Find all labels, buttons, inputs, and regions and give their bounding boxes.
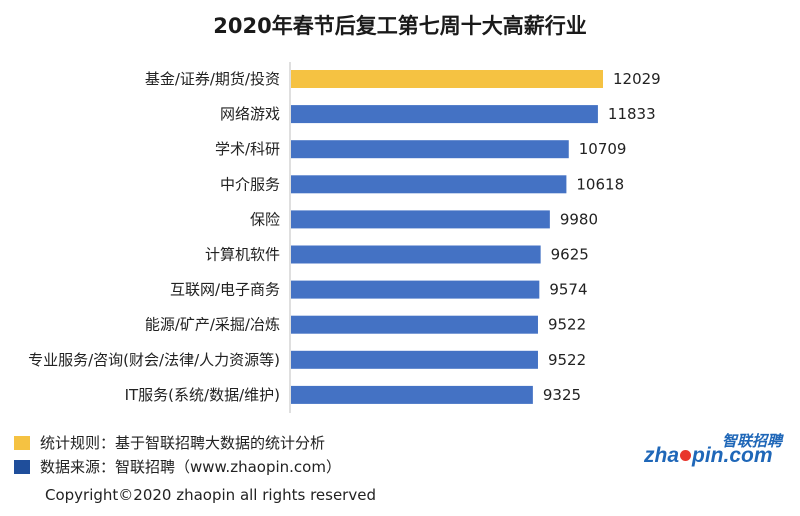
bar [291, 315, 538, 334]
bar [291, 350, 538, 369]
bar [291, 210, 550, 229]
bar-chart: 基金/证券/期货/投资 12029 网络游戏 11833 学术/科研 10709 中介服务 1… [28, 62, 661, 413]
bar [291, 70, 603, 88]
value-label: 9522 [548, 316, 586, 334]
legend-swatch-yellow [14, 436, 30, 450]
bar [291, 245, 541, 264]
value-label: 9625 [551, 246, 589, 264]
category-label: 能源/矿产/采掘/冶炼 [145, 316, 280, 334]
logo-dot-icon [680, 450, 692, 461]
legend-item-rule: 统计规则：基于智联招聘大数据的统计分析 [14, 432, 325, 453]
zhaopin-logo: 智联招聘 zha pin.com [640, 430, 788, 470]
category-label: 保险 [250, 210, 280, 228]
category-label: 计算机软件 [205, 246, 280, 264]
copyright-text: Copyright©2020 zhaopin all rights reserv… [45, 486, 376, 504]
category-label: 专业服务/咨询(财会/法律/人力资源等) [28, 351, 280, 369]
logo-en-part-a: zha [644, 444, 680, 467]
category-label: 网络游戏 [220, 105, 280, 123]
value-label: 9522 [548, 351, 586, 369]
bar [291, 280, 540, 299]
bar [291, 140, 569, 159]
value-label: 10618 [576, 175, 624, 193]
value-label: 9574 [549, 281, 587, 299]
value-label: 11833 [608, 105, 656, 123]
chart-title: 2020年春节后复工第七周十大高薪行业 [213, 14, 587, 38]
legend-item-source: 数据来源：智联招聘（www.zhaopin.com） [14, 456, 341, 477]
logo-en-part-b: pin.com [692, 444, 773, 467]
category-label: 学术/科研 [215, 140, 280, 158]
legend-label-rule: 统计规则：基于智联招聘大数据的统计分析 [40, 434, 326, 452]
bar [291, 175, 567, 194]
bar [291, 105, 598, 124]
category-label: 基金/证券/期货/投资 [145, 70, 280, 88]
legend-swatch-blue [14, 460, 30, 474]
value-label: 12029 [613, 70, 661, 88]
category-label: IT服务(系统/数据/维护) [125, 386, 280, 404]
bar [291, 385, 533, 404]
category-label: 中介服务 [220, 175, 280, 193]
value-label: 9325 [543, 386, 581, 404]
value-label: 9980 [560, 210, 598, 228]
logo-cn-text: 智联招聘 [721, 433, 782, 450]
logo-en-text: zha pin.com [644, 444, 773, 468]
value-label: 10709 [579, 140, 627, 158]
legend-label-source: 数据来源：智联招聘（www.zhaopin.com） [40, 458, 341, 476]
category-label: 互联网/电子商务 [170, 281, 280, 299]
